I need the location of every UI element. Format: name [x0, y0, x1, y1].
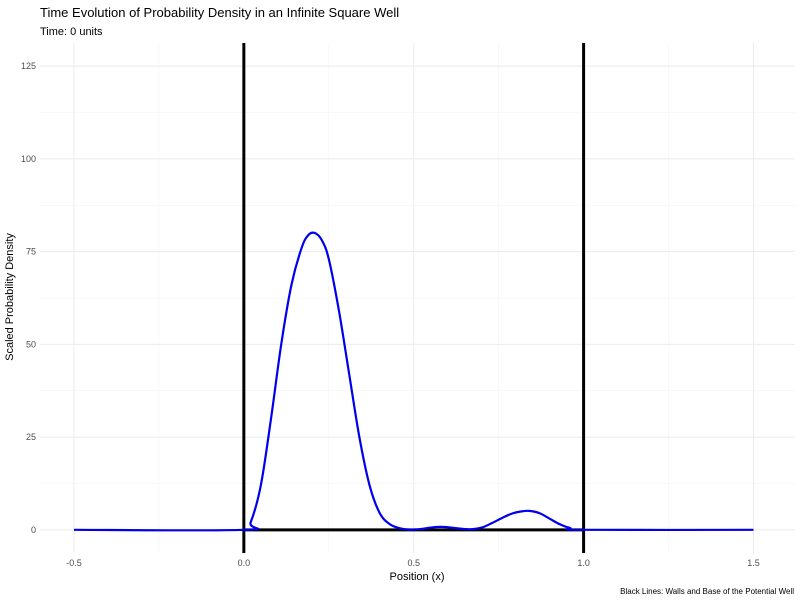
probability-density-line — [73, 231, 754, 532]
x-axis-ticks: -0.5 0.0 0.5 1.0 1.5 — [66, 558, 760, 568]
x-tick-label: 0.0 — [238, 558, 251, 568]
x-tick-label: 1.5 — [747, 558, 760, 568]
y-axis-label: Scaled Probability Density — [4, 233, 16, 361]
y-tick-label: 75 — [26, 247, 36, 257]
y-tick-label: 100 — [21, 154, 36, 164]
series-lines — [73, 231, 754, 532]
y-tick-label: 50 — [26, 339, 36, 349]
chart-title: Time Evolution of Probability Density in… — [40, 5, 399, 20]
y-tick-label: 125 — [21, 61, 36, 71]
grid — [40, 43, 795, 553]
x-axis-label: Position (x) — [389, 571, 444, 583]
x-tick-label: 1.0 — [577, 558, 590, 568]
caption: Black Lines: Walls and Base of the Poten… — [620, 587, 794, 596]
chart-subtitle: Time: 0 units — [40, 26, 103, 38]
y-tick-label: 25 — [26, 432, 36, 442]
y-axis-ticks: 0 25 50 75 100 125 — [21, 61, 36, 535]
y-tick-label: 0 — [31, 525, 36, 535]
x-tick-label: -0.5 — [66, 558, 82, 568]
x-tick-label: 0.5 — [407, 558, 420, 568]
